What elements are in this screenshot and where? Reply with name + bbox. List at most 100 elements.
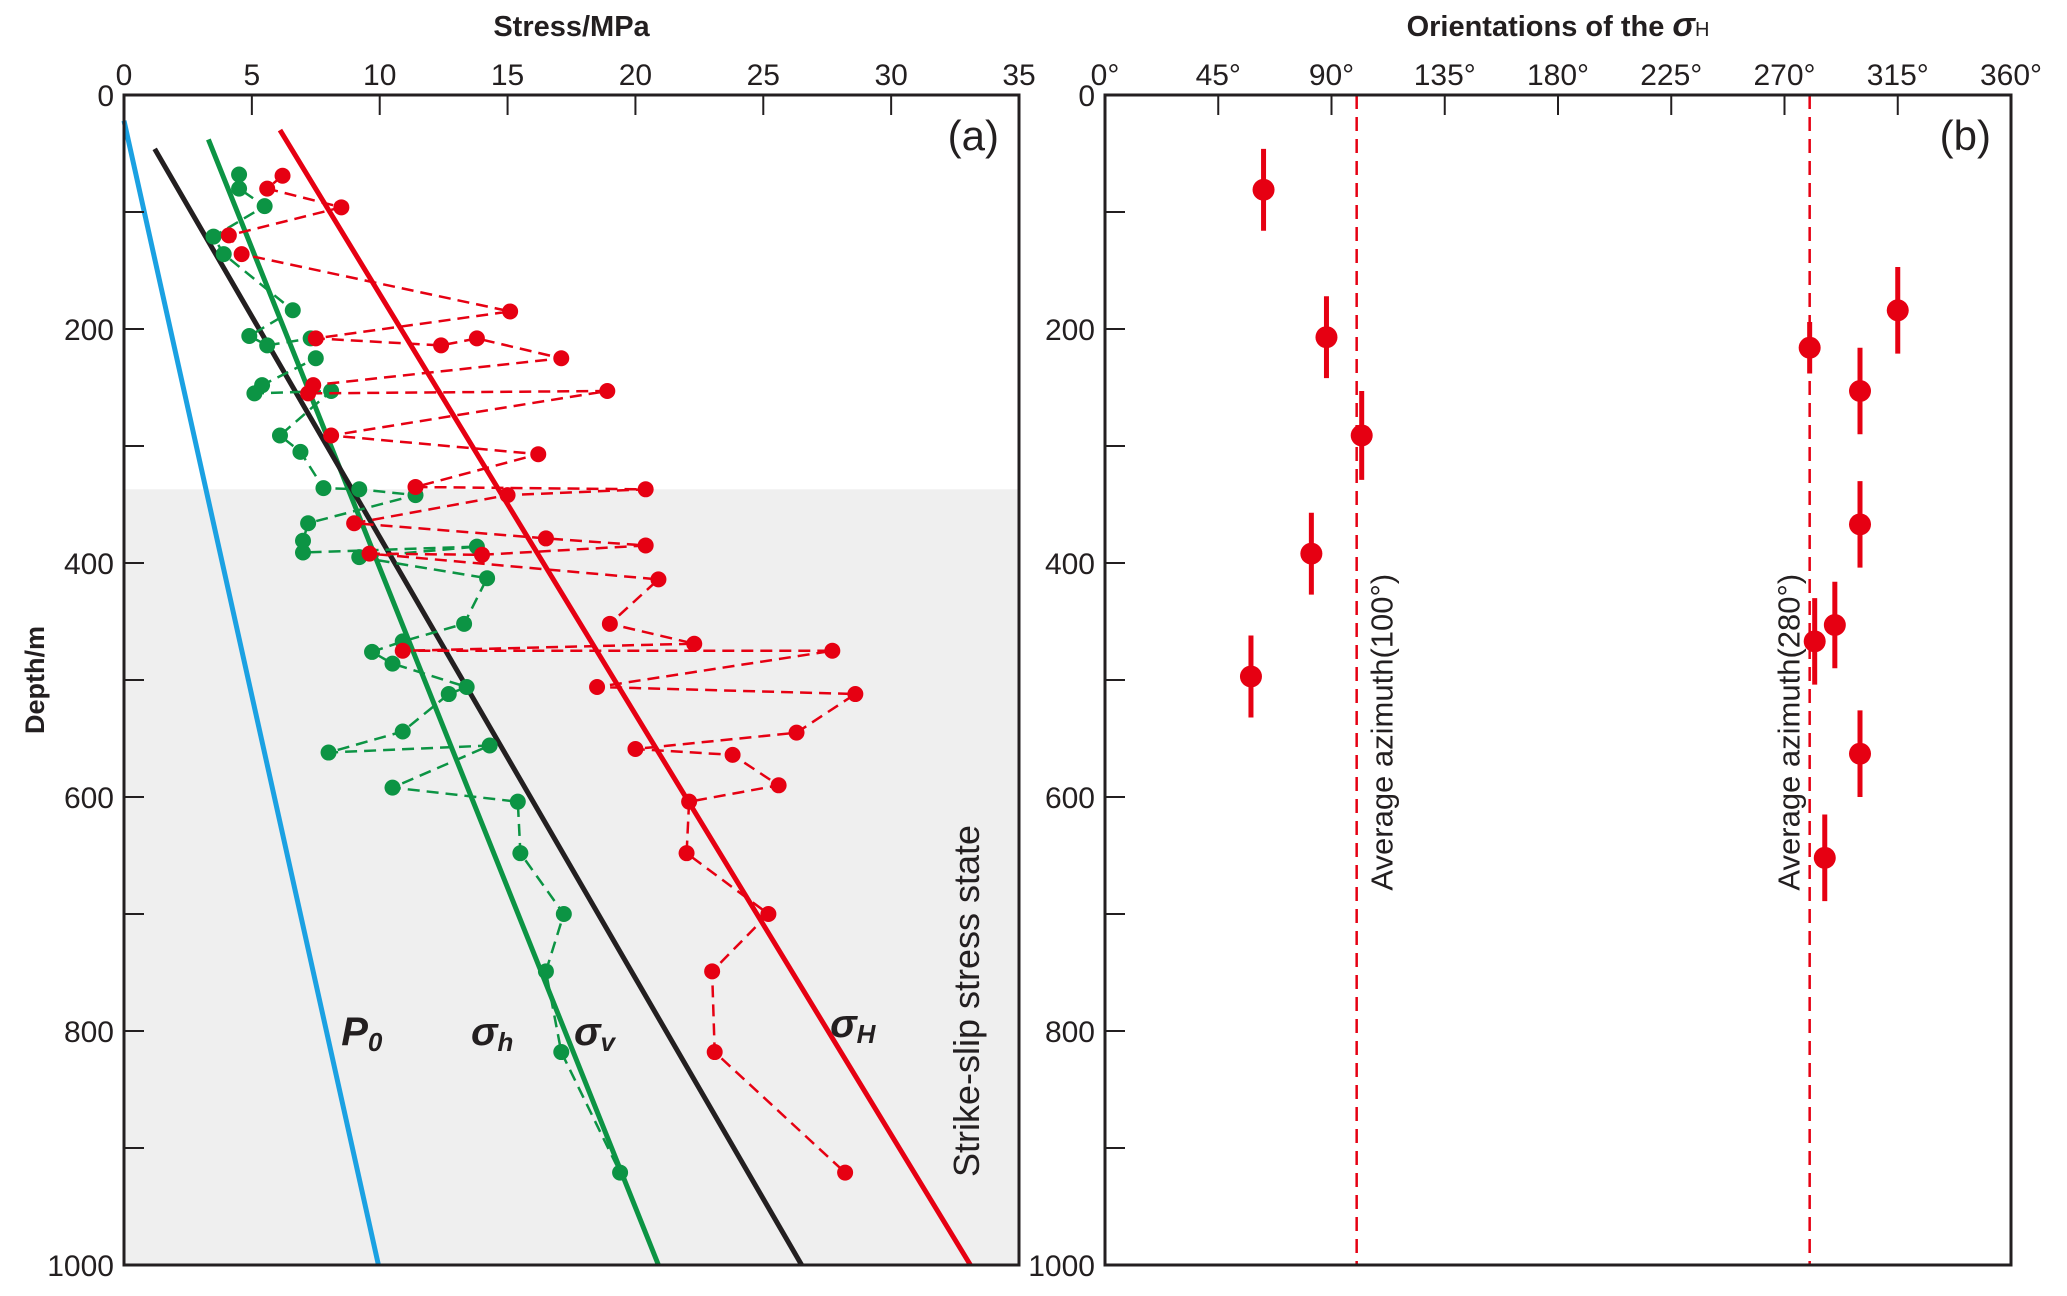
trend-label-main: σ xyxy=(574,1010,602,1054)
panel-a: 0 5 10 15 20 25 30 35 0 200 400 600 800 1000 Stress/… xyxy=(20,11,1036,1283)
trend-line-labels: P0 σh σv σH xyxy=(341,1002,876,1057)
y-tick-label: 200 xyxy=(64,314,114,347)
data-point-sigma-H xyxy=(847,686,864,703)
x-axis-title-b: Orientations of the σH xyxy=(1407,6,1710,44)
data-point-sigma-h xyxy=(292,443,309,460)
trend-label-P0: P0 xyxy=(341,1010,383,1057)
x-tick-label: 15 xyxy=(491,59,524,92)
data-point-sigma-H xyxy=(259,180,276,197)
orientation-point xyxy=(1239,665,1262,688)
x-tick-label: 180° xyxy=(1527,59,1589,92)
data-point-sigma-H xyxy=(637,537,654,554)
data-point-sigma-h xyxy=(537,963,554,980)
data-point-sigma-H xyxy=(650,571,667,588)
data-point-sigma-H xyxy=(553,350,570,367)
title-text: Orientations of the xyxy=(1407,11,1673,43)
orientation-point xyxy=(1886,299,1909,322)
strike-slip-label: Strike-slip stress state xyxy=(946,825,987,1177)
orientation-point xyxy=(1315,326,1338,349)
data-point-sigma-h xyxy=(481,737,498,754)
data-point-sigma-H xyxy=(627,741,644,758)
y-tick-label: 800 xyxy=(1045,1016,1095,1049)
data-point-sigma-H xyxy=(637,481,654,498)
trend-label-main: σ xyxy=(830,1002,858,1046)
data-point-sigma-H xyxy=(394,642,411,659)
data-point-sigma-H xyxy=(361,545,378,562)
data-point-sigma-h xyxy=(295,544,311,561)
trend-label-sub: H xyxy=(857,1019,877,1049)
y-tick-label: 0 xyxy=(1078,80,1095,113)
x-ticks-b: 0° 45° 90° 135° 180° 225° 270° 315° 360° xyxy=(1091,59,2042,115)
y-tick-label: 600 xyxy=(1045,782,1095,815)
data-point-sigma-h xyxy=(284,302,301,319)
data-point-sigma-H xyxy=(346,515,363,532)
panel-b: Average azimuth(100°) Average azimuth(280… xyxy=(1028,6,2042,1283)
data-point-sigma-h xyxy=(323,383,340,400)
data-point-sigma-H xyxy=(678,845,695,862)
x-tick-label: 225° xyxy=(1640,59,1702,92)
data-point-sigma-h xyxy=(215,246,232,263)
data-point-sigma-h xyxy=(555,906,572,922)
data-point-sigma-H xyxy=(233,246,250,263)
y-ticks-b: 0 200 400 600 800 1000 xyxy=(1028,80,1125,1283)
data-point-sigma-h xyxy=(271,427,288,444)
y-tick-label: 1000 xyxy=(1028,1250,1095,1283)
data-point-sigma-h xyxy=(394,723,411,740)
trend-label-main: σ xyxy=(471,1010,499,1054)
data-point-sigma-H xyxy=(770,777,787,794)
x-tick-label: 30 xyxy=(874,59,907,92)
x-tick-label: 45° xyxy=(1196,59,1241,92)
x-tick-label: 135° xyxy=(1414,59,1476,92)
trend-label-sub: h xyxy=(498,1027,514,1057)
orientation-point xyxy=(1849,380,1871,403)
y-tick-label: 400 xyxy=(1045,548,1095,581)
data-point-sigma-h xyxy=(256,198,273,215)
data-point-sigma-H xyxy=(760,906,777,922)
x-tick-label: 360° xyxy=(1980,59,2042,92)
data-point-sigma-H xyxy=(706,1044,723,1061)
data-point-sigma-h xyxy=(231,166,248,183)
data-point-sigma-h xyxy=(512,845,529,862)
data-point-sigma-h xyxy=(246,385,263,402)
trend-label-sigma_h: σh xyxy=(471,1010,513,1057)
y-tick-label: 600 xyxy=(64,782,114,815)
orientation-point xyxy=(1803,630,1826,653)
data-point-sigma-h xyxy=(295,532,311,549)
x-tick-label: 0 xyxy=(116,59,133,92)
orientation-point xyxy=(1350,424,1373,447)
x-tick-label: 315° xyxy=(1867,59,1929,92)
y-tick-label: 400 xyxy=(64,548,114,581)
data-point-sigma-H xyxy=(724,746,741,763)
data-point-sigma-h xyxy=(553,1044,570,1061)
trend-line-P0 xyxy=(121,120,381,1266)
data-point-sigma-H xyxy=(704,963,721,980)
data-point-sigma-H xyxy=(530,446,547,463)
data-point-sigma-h xyxy=(259,337,276,354)
data-point-sigma-h xyxy=(307,350,324,367)
average-azimuth-label: Average azimuth(100°) xyxy=(1365,574,1400,891)
data-point-sigma-H xyxy=(686,635,703,652)
y-tick-label: 1000 xyxy=(47,1250,114,1283)
data-point-sigma-H xyxy=(837,1164,854,1181)
x-ticks-a: 0 5 10 15 20 25 30 35 xyxy=(116,59,1036,115)
data-point-sigma-H xyxy=(474,546,490,563)
data-point-sigma-h xyxy=(456,615,473,632)
x-tick-label: 270° xyxy=(1753,59,1815,92)
data-point-sigma-h xyxy=(300,515,317,532)
data-point-sigma-h xyxy=(231,180,248,197)
y-axis-title: Depth/m xyxy=(20,626,50,734)
trend-line-sigma_v xyxy=(152,147,804,1267)
y-ticks-a: 0 200 400 600 800 1000 xyxy=(47,80,144,1283)
data-point-sigma-H xyxy=(499,487,516,504)
data-point-sigma-H xyxy=(788,724,805,741)
data-point-sigma-h xyxy=(205,228,222,245)
trend-line-sigma_H xyxy=(277,128,973,1267)
data-point-sigma-h xyxy=(241,328,258,345)
data-point-sigma-H xyxy=(601,615,618,632)
data-point-sigma-h xyxy=(320,744,337,761)
data-point-sigma-H xyxy=(537,530,554,547)
data-point-sigma-H xyxy=(824,642,841,659)
data-point-sigma-H xyxy=(300,385,317,402)
data-point-sigma-H xyxy=(323,427,340,444)
